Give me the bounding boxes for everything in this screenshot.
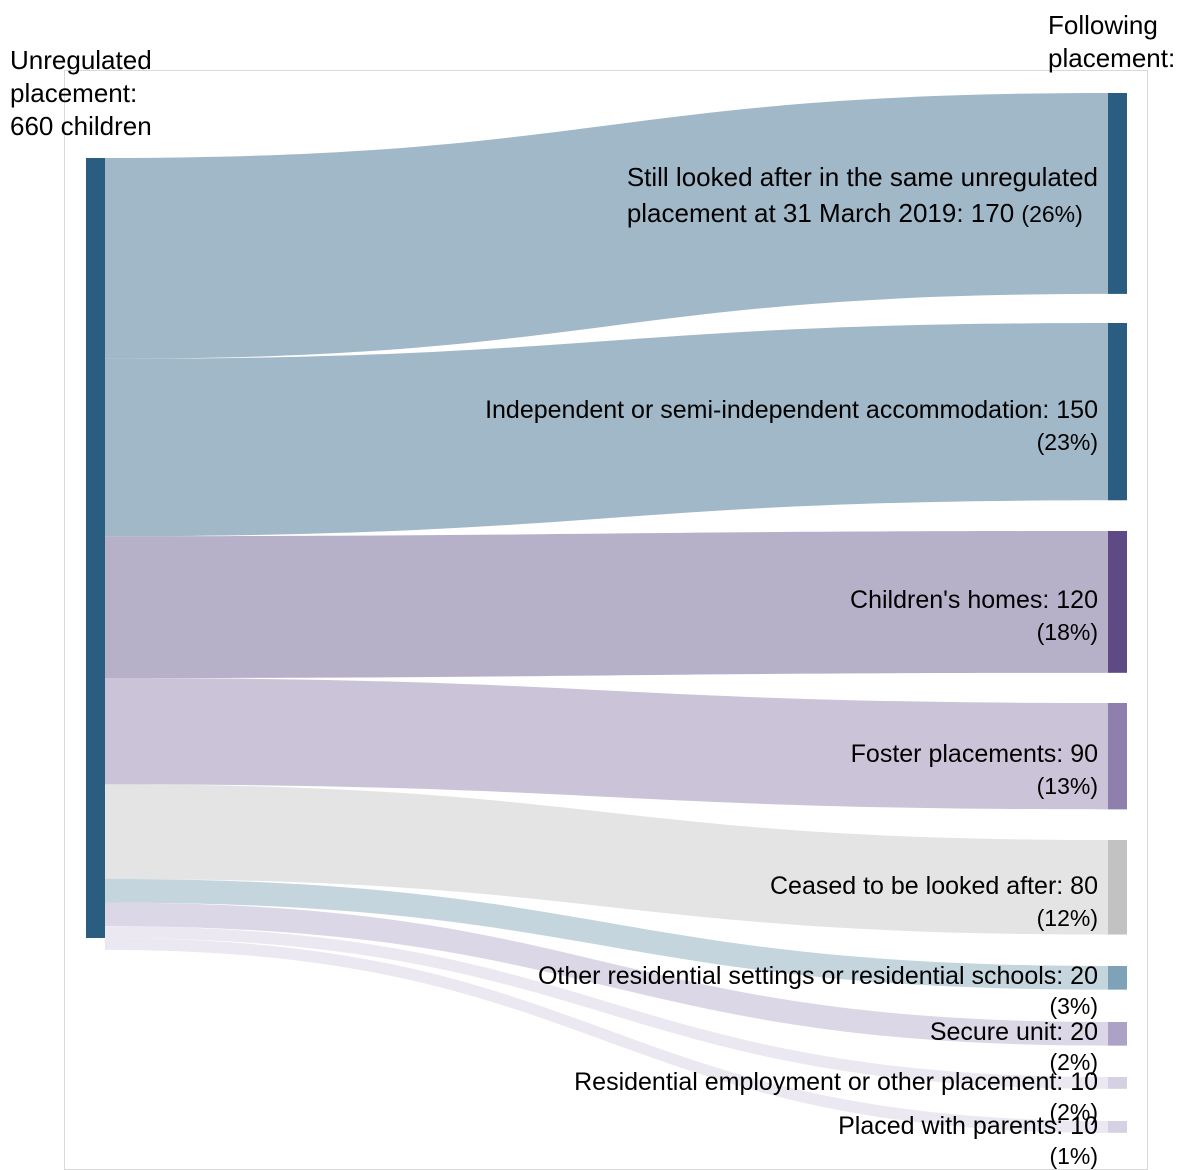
- source-node-header: Unregulated placement: 660 children: [10, 44, 152, 143]
- target-node-bar: [1108, 1121, 1127, 1133]
- node-label-line: Ceased to be looked after: 80: [769, 872, 1098, 900]
- node-percent: (2%): [1049, 1049, 1098, 1075]
- source-node-bar: [86, 158, 105, 938]
- source-header-line: 660 children: [10, 111, 152, 141]
- node-percent: (26%): [1021, 201, 1083, 227]
- node-label-secure-unit: Secure unit: 20 (2%): [930, 1015, 1098, 1074]
- node-label-placed-with-parents: Placed with parents: 10 (1%): [838, 1109, 1098, 1168]
- flow-band: [105, 938, 1108, 1133]
- target-header-line: Following: [1048, 10, 1158, 40]
- flow-band: [105, 902, 1108, 1046]
- target-node-bar: [1108, 966, 1127, 990]
- node-percent: (3%): [1049, 993, 1098, 1019]
- node-label-line: Placed with parents: 10: [838, 1112, 1098, 1140]
- node-label-line: Still looked after in the same unregulat…: [626, 162, 1098, 192]
- node-label-line: Other residential settings or residentia…: [537, 962, 1098, 990]
- node-label-childrens-homes: Children's homes: 120 (18%): [850, 583, 1098, 646]
- target-node-bar: [1108, 531, 1127, 673]
- target-node-bar: [1108, 1077, 1127, 1089]
- target-node-bar: [1108, 93, 1127, 294]
- node-percent: (2%): [1049, 1099, 1098, 1125]
- node-label-still-in-same-placement: Still looked after in the same unregulat…: [627, 159, 1098, 231]
- target-node-bar: [1108, 1022, 1127, 1046]
- node-percent: (1%): [1049, 1143, 1098, 1169]
- flow-band: [105, 93, 1108, 359]
- target-node-bar: [1108, 323, 1127, 501]
- node-label-line: Residential employment or other placemen…: [574, 1068, 1098, 1096]
- node-label-line: Independent or semi-independent accommod…: [485, 396, 1098, 424]
- target-header-line: placement:: [1048, 43, 1176, 73]
- target-node-bar: [1108, 840, 1127, 935]
- node-percent: (23%): [1036, 429, 1098, 455]
- source-header-line: Unregulated: [10, 45, 152, 75]
- node-percent: (13%): [1036, 773, 1098, 799]
- node-label-line: Children's homes: 120: [850, 586, 1098, 614]
- flow-band: [105, 926, 1108, 1089]
- flow-band: [105, 784, 1108, 935]
- node-percent: (12%): [1036, 905, 1098, 931]
- node-percent: (18%): [1036, 619, 1098, 645]
- node-label-independent-accommodation: Independent or semi-independent accommod…: [485, 393, 1098, 456]
- flow-band: [105, 678, 1108, 810]
- node-label-foster-placements: Foster placements: 90 (13%): [851, 737, 1098, 800]
- node-label-residential-employment: Residential employment or other placemen…: [574, 1065, 1098, 1124]
- flow-band: [105, 878, 1108, 990]
- node-label-ceased-looked-after: Ceased to be looked after: 80 (12%): [770, 869, 1098, 932]
- flow-band: [105, 531, 1108, 678]
- source-header-line: placement:: [10, 78, 138, 108]
- target-node-bar: [1108, 703, 1127, 810]
- target-nodes-header: Following placement:: [1048, 9, 1175, 75]
- node-label-line: Secure unit: 20: [929, 1018, 1098, 1046]
- node-label-line: Foster placements: 90: [850, 740, 1098, 768]
- node-label-line: placement at 31 March 2019: 170: [626, 198, 1015, 228]
- flow-band: [105, 323, 1108, 537]
- node-label-other-residential: Other residential settings or residentia…: [538, 959, 1098, 1018]
